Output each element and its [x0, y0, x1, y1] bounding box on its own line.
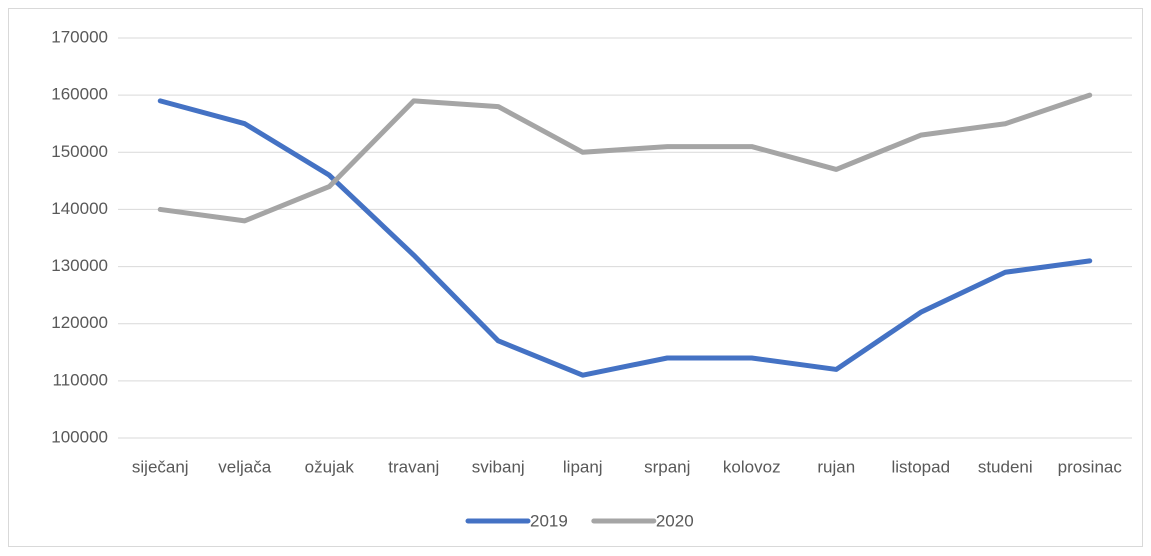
x-tick-label: rujan [817, 457, 855, 476]
chart-border [8, 8, 1143, 547]
y-tick-label: 140000 [51, 199, 108, 218]
y-tick-label: 130000 [51, 256, 108, 275]
y-tick-label: 110000 [53, 370, 108, 389]
x-tick-label: kolovoz [723, 457, 781, 476]
y-tick-label: 150000 [51, 142, 108, 161]
x-tick-label: siječanj [132, 457, 189, 476]
legend-label: 2020 [656, 511, 694, 530]
y-tick-label: 120000 [51, 313, 108, 332]
x-tick-label: lipanj [563, 457, 603, 476]
y-tick-label: 100000 [51, 427, 108, 446]
legend-label: 2019 [530, 511, 568, 530]
series-line [157, 98, 1093, 378]
x-tick-label: prosinac [1058, 457, 1123, 476]
x-tick-label: studeni [978, 457, 1033, 476]
x-tick-label: travanj [388, 457, 439, 476]
y-tick-label: 170000 [51, 27, 108, 46]
x-tick-label: srpanj [644, 457, 690, 476]
x-tick-label: ožujak [305, 457, 355, 476]
series-line [157, 92, 1093, 224]
x-tick-label: svibanj [472, 457, 525, 476]
x-tick-label: listopad [891, 457, 950, 476]
x-tick-label: veljača [218, 457, 271, 476]
y-tick-label: 160000 [51, 85, 108, 104]
